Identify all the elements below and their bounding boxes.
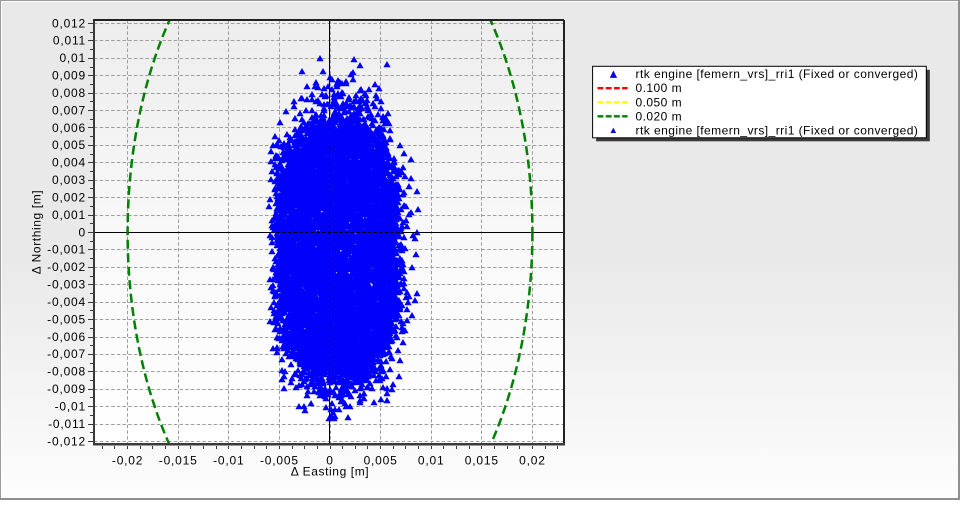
svg-text:-0,001: -0,001: [47, 243, 86, 257]
svg-text:-0,003: -0,003: [47, 278, 86, 292]
svg-text:0,008: 0,008: [52, 86, 86, 100]
svg-text:0,01: 0,01: [59, 51, 86, 65]
svg-text:Δ Easting [m]: Δ Easting [m]: [291, 465, 370, 479]
svg-text:0,01: 0,01: [418, 454, 445, 468]
svg-text:rtk engine [femern_vrs]_rri1 (: rtk engine [femern_vrs]_rri1 (Fixed or c…: [636, 67, 919, 81]
svg-text:0,002: 0,002: [52, 191, 86, 205]
svg-text:-0,012: -0,012: [47, 434, 86, 448]
svg-text:-0,015: -0,015: [159, 454, 198, 468]
svg-text:0,005: 0,005: [52, 138, 86, 152]
svg-text:0,003: 0,003: [52, 173, 86, 187]
svg-text:-0,004: -0,004: [47, 295, 86, 309]
svg-text:-0,005: -0,005: [47, 312, 86, 326]
svg-text:0,005: 0,005: [364, 454, 398, 468]
svg-text:-0,01: -0,01: [213, 454, 244, 468]
svg-text:0,012: 0,012: [52, 16, 86, 30]
svg-text:0,006: 0,006: [52, 121, 86, 135]
svg-text:-0,006: -0,006: [47, 330, 86, 344]
svg-text:-0,011: -0,011: [48, 417, 86, 431]
svg-text:0.050 m: 0.050 m: [636, 95, 683, 109]
svg-text:0,009: 0,009: [52, 69, 86, 83]
svg-text:Δ Northing [m]: Δ Northing [m]: [30, 190, 44, 274]
svg-text:0,015: 0,015: [465, 454, 499, 468]
svg-text:0,02: 0,02: [519, 454, 546, 468]
svg-text:0,001: 0,001: [52, 208, 86, 222]
svg-text:0,011: 0,011: [53, 34, 86, 48]
svg-text:-0,01: -0,01: [55, 400, 86, 414]
svg-text:-0,009: -0,009: [47, 382, 86, 396]
svg-text:rtk engine [femern_vrs]_rri1 (: rtk engine [femern_vrs]_rri1 (Fixed or c…: [636, 123, 919, 137]
svg-text:-0,007: -0,007: [47, 347, 86, 361]
svg-text:-0,002: -0,002: [47, 260, 86, 274]
svg-text:0: 0: [79, 225, 86, 239]
svg-text:0,004: 0,004: [52, 156, 86, 170]
svg-text:-0,02: -0,02: [112, 454, 143, 468]
svg-text:0: 0: [326, 454, 333, 468]
svg-text:0.100 m: 0.100 m: [636, 81, 683, 95]
svg-text:-0,005: -0,005: [260, 454, 299, 468]
svg-text:0.020 m: 0.020 m: [636, 109, 683, 123]
svg-text:0,007: 0,007: [52, 103, 86, 117]
svg-text:-0,008: -0,008: [47, 365, 86, 379]
